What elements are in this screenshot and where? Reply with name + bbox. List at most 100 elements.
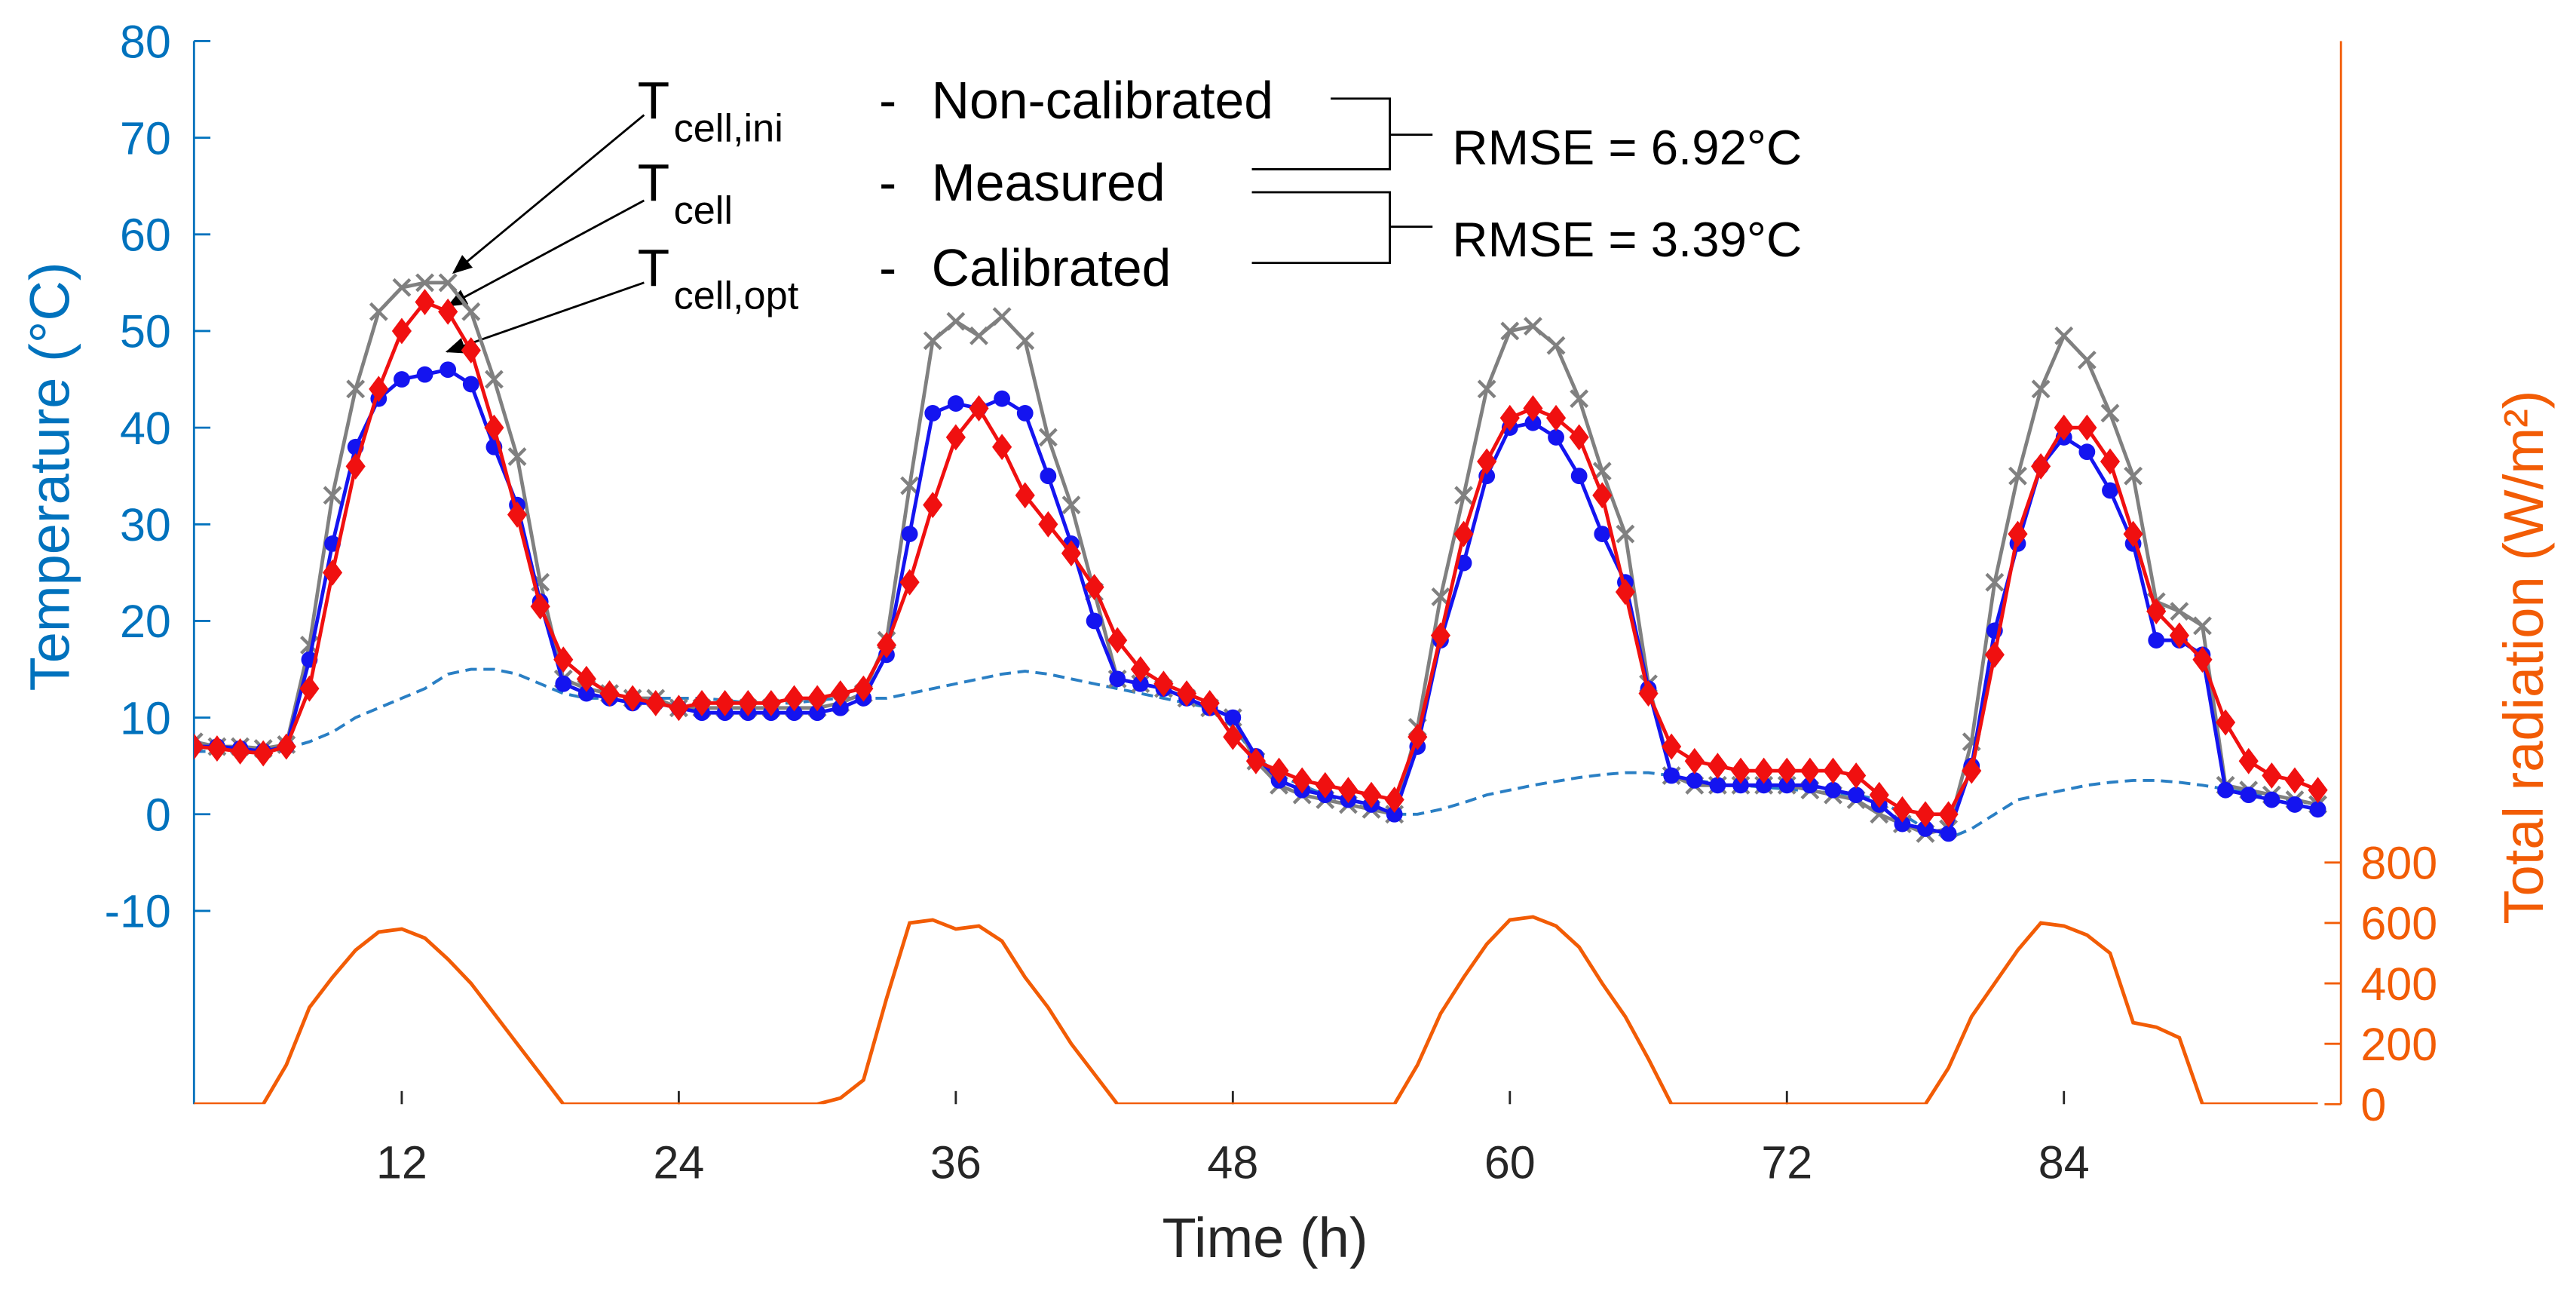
marker (1245, 747, 1267, 774)
y-tick-label: 60 (120, 210, 171, 261)
legend-symbol: T (638, 71, 670, 130)
marker (900, 476, 920, 495)
y-tick-label: 20 (120, 596, 171, 647)
marker (1755, 777, 1772, 794)
marker (1269, 757, 1289, 784)
marker (1224, 709, 1242, 726)
marker (1430, 622, 1451, 649)
legend-separator: - (879, 238, 896, 297)
marker (2169, 622, 2189, 649)
marker (1061, 495, 1081, 515)
marker (830, 680, 850, 707)
x-tick-label: 24 (653, 1136, 704, 1188)
marker (923, 492, 943, 519)
marker (578, 685, 595, 702)
marker (1107, 627, 1128, 654)
y-axis-label: Temperature (°C) (19, 262, 81, 691)
legend-symbol: T (638, 153, 670, 212)
marker (346, 379, 366, 399)
marker (1662, 733, 1682, 760)
annotation: RMSE = 3.39°C (1452, 212, 1802, 267)
marker (832, 699, 849, 716)
marker (2238, 747, 2259, 774)
marker (876, 632, 897, 658)
plot-area (194, 273, 2328, 1105)
y-tick-label: 50 (120, 306, 171, 357)
marker (1894, 815, 1911, 833)
marker (507, 447, 527, 467)
marker (1015, 482, 1035, 509)
y2-tick-label: 800 (2360, 838, 2437, 889)
marker (1361, 781, 1382, 808)
marker (1500, 321, 1520, 341)
marker (484, 370, 504, 389)
marker (715, 689, 735, 716)
marker (946, 311, 966, 331)
marker (901, 526, 918, 542)
marker (1570, 468, 1588, 485)
marker (969, 395, 989, 422)
marker (1824, 781, 1842, 799)
marker (1962, 757, 1982, 784)
marker (555, 675, 572, 692)
marker (761, 689, 781, 716)
marker (194, 733, 204, 760)
marker (440, 361, 457, 379)
marker (2054, 326, 2074, 345)
marker (1592, 462, 1612, 481)
marker (1823, 757, 1843, 784)
legend-label: Measured (932, 153, 1165, 212)
x-tick-label: 84 (2038, 1136, 2090, 1188)
marker (1615, 578, 1635, 606)
x-tick-label: 60 (1484, 1136, 1536, 1188)
marker (2262, 762, 2282, 789)
marker (2008, 520, 2028, 547)
marker (1038, 428, 1058, 447)
marker (2078, 443, 2096, 461)
y2-tick-label: 0 (2360, 1079, 2386, 1130)
marker (1338, 777, 1358, 804)
marker (322, 559, 343, 586)
marker (1454, 486, 1473, 505)
y-tick-label: 40 (120, 403, 171, 454)
marker (1524, 414, 1542, 431)
marker (484, 414, 504, 441)
marker (1801, 777, 1818, 794)
marker (969, 326, 988, 345)
marker (1453, 520, 1474, 547)
marker (2077, 414, 2097, 441)
marker (415, 273, 434, 293)
legend-subscript: cell,ini (674, 106, 783, 150)
marker (1892, 796, 1913, 823)
marker (461, 337, 481, 364)
marker (2102, 482, 2118, 499)
marker (1570, 389, 1589, 409)
marker (530, 593, 550, 620)
marker (1386, 805, 1403, 823)
marker (1431, 587, 1450, 606)
marker (369, 302, 388, 321)
annotation-lines (445, 97, 1433, 354)
x-tick-label: 12 (376, 1136, 427, 1188)
marker (392, 278, 412, 297)
marker (2284, 767, 2305, 794)
marker (576, 665, 596, 692)
legend-separator: - (879, 71, 896, 130)
marker (323, 486, 342, 505)
marker (1777, 757, 1797, 784)
marker (1523, 317, 1542, 336)
marker (786, 704, 803, 722)
marker (1915, 801, 1936, 828)
marker (2077, 350, 2097, 370)
marker (2100, 448, 2121, 475)
marker (1708, 753, 1728, 780)
marker (1177, 680, 1197, 707)
marker (1132, 675, 1149, 692)
marker (1061, 540, 1082, 567)
marker (2216, 709, 2236, 736)
marker (1917, 820, 1934, 837)
marker (2054, 414, 2074, 441)
legend-symbol: T (638, 238, 670, 297)
marker (2193, 616, 2212, 636)
marker (253, 740, 274, 767)
